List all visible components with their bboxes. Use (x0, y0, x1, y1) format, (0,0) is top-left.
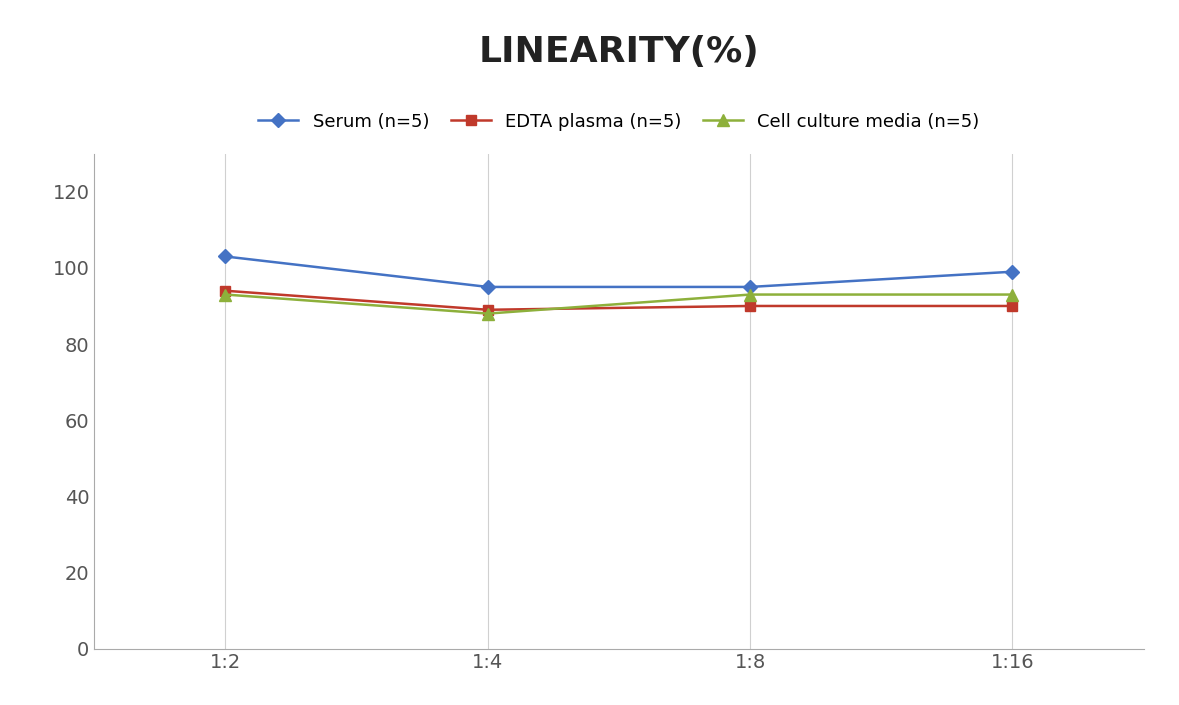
Cell culture media (n=5) (481, 309, 495, 318)
Serum (n=5) (743, 283, 757, 291)
EDTA plasma (n=5) (743, 302, 757, 310)
Serum (n=5) (218, 252, 232, 261)
Cell culture media (n=5) (743, 290, 757, 299)
EDTA plasma (n=5) (218, 286, 232, 295)
Serum (n=5) (1006, 267, 1020, 276)
EDTA plasma (n=5) (481, 305, 495, 314)
Legend: Serum (n=5), EDTA plasma (n=5), Cell culture media (n=5): Serum (n=5), EDTA plasma (n=5), Cell cul… (251, 106, 987, 138)
EDTA plasma (n=5) (1006, 302, 1020, 310)
Text: LINEARITY(%): LINEARITY(%) (479, 35, 759, 69)
Line: Cell culture media (n=5): Cell culture media (n=5) (220, 289, 1017, 319)
Cell culture media (n=5) (1006, 290, 1020, 299)
Cell culture media (n=5) (218, 290, 232, 299)
Line: EDTA plasma (n=5): EDTA plasma (n=5) (220, 286, 1017, 314)
Line: Serum (n=5): Serum (n=5) (220, 252, 1017, 292)
Serum (n=5) (481, 283, 495, 291)
